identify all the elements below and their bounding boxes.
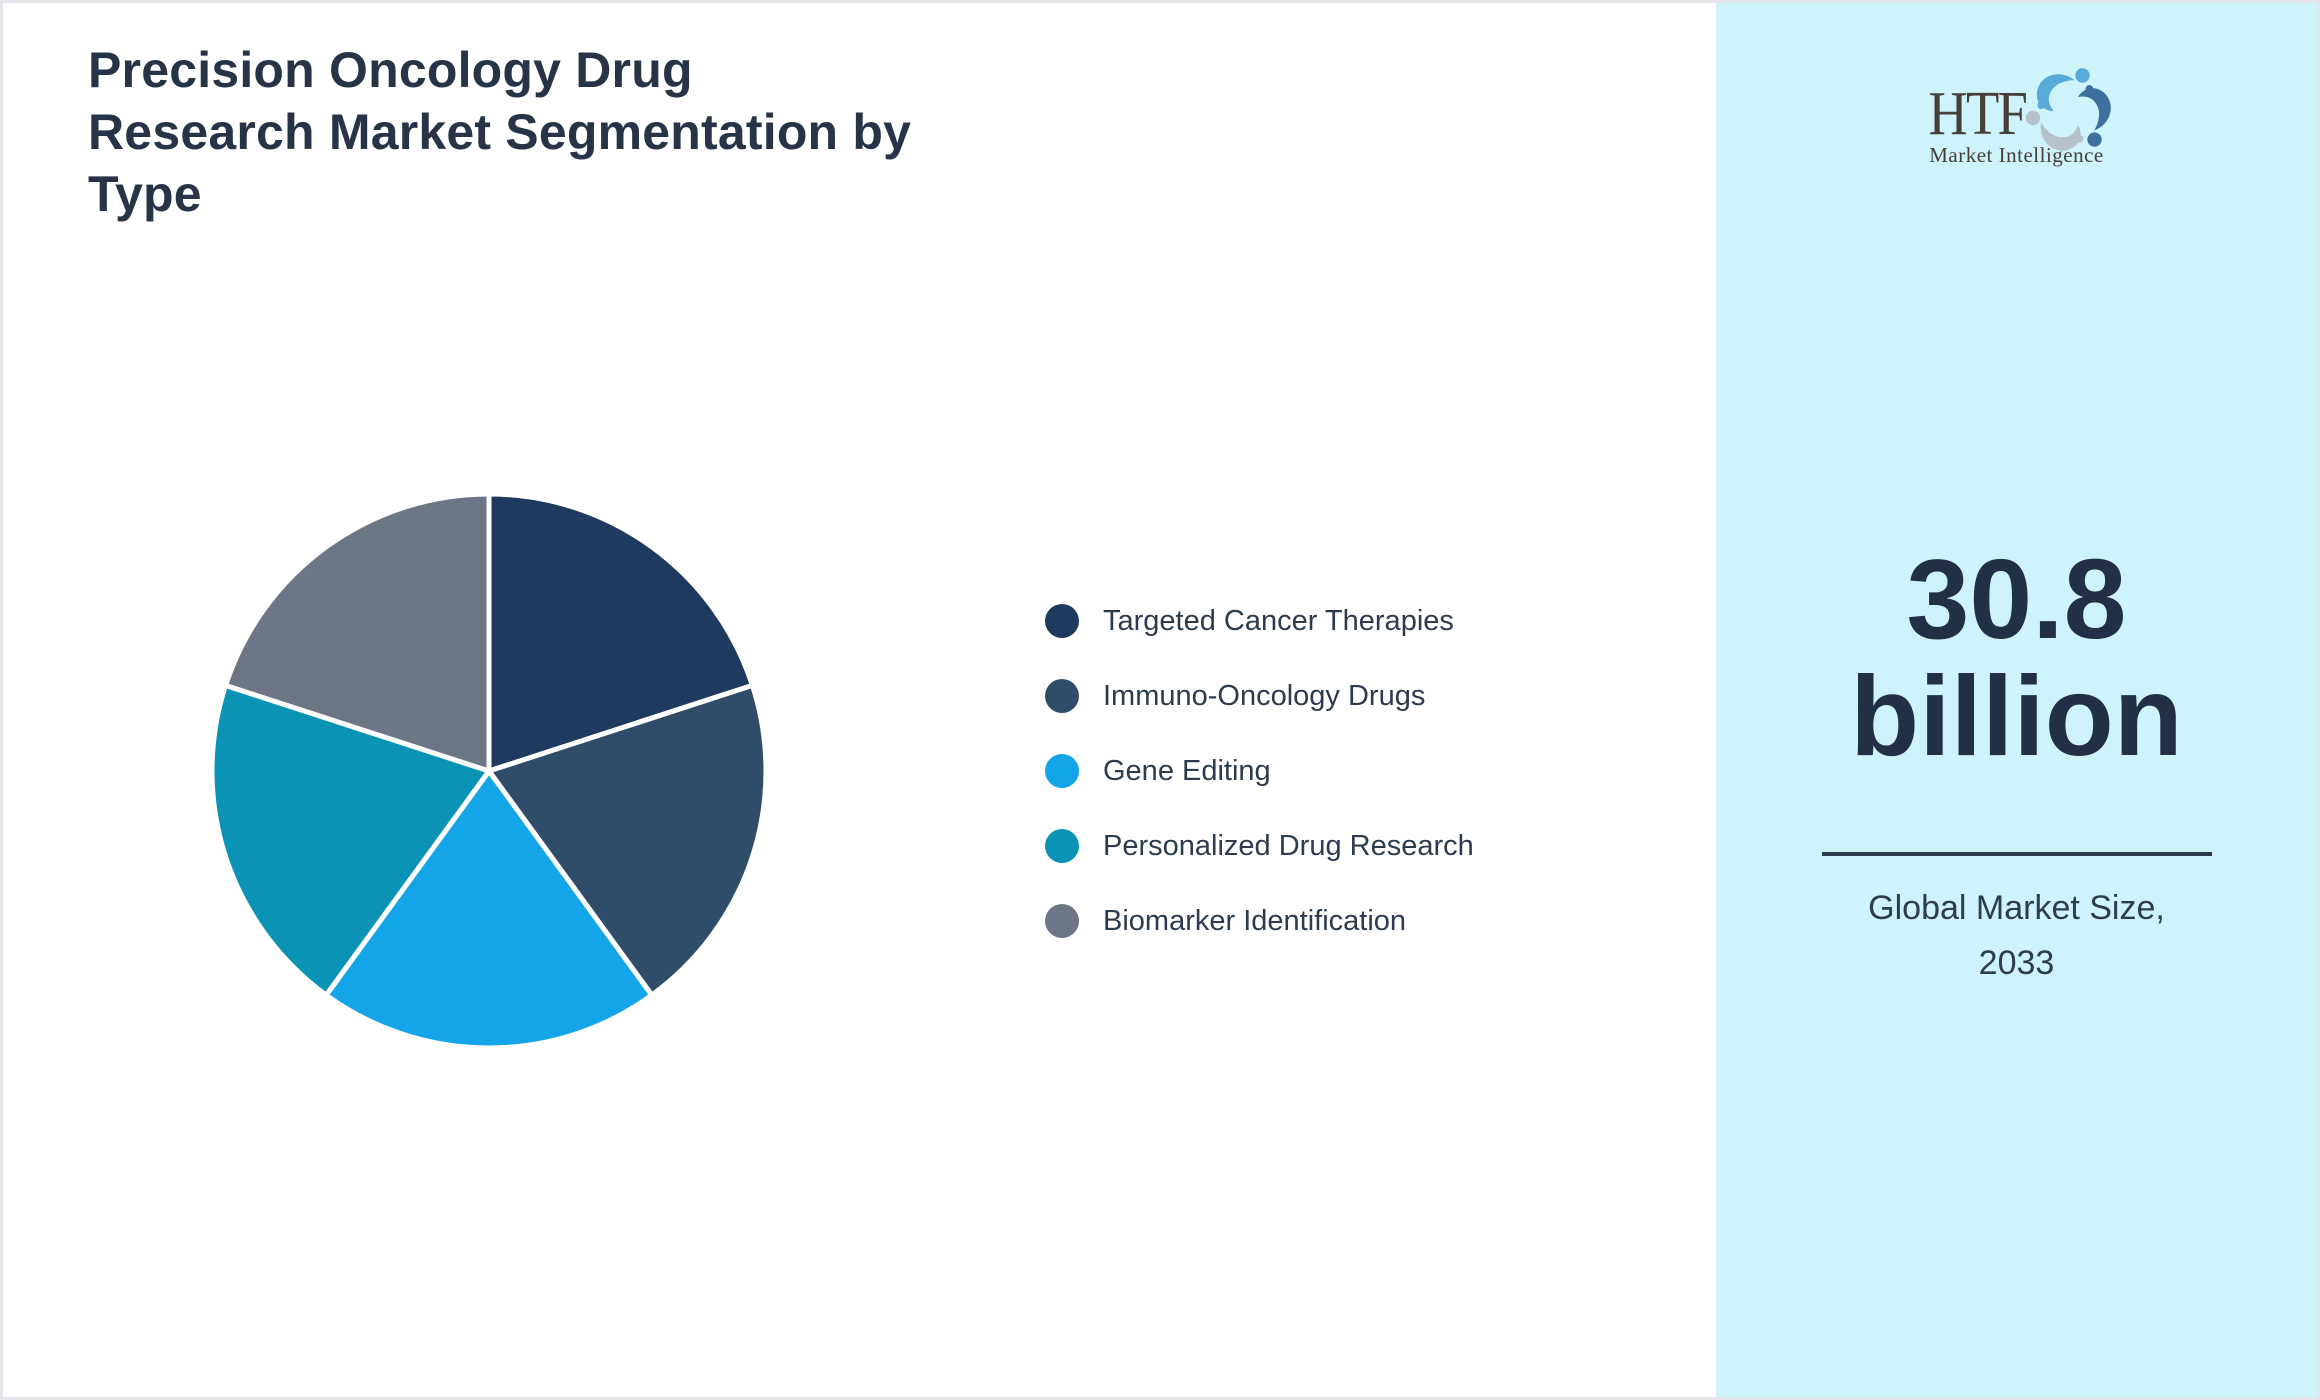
page-title-line-3: Type	[88, 166, 202, 222]
legend-dot-personalized-drug-research	[1045, 829, 1079, 863]
legend-item: Targeted Cancer Therapies	[1045, 604, 1474, 638]
legend-dot-gene-editing	[1045, 754, 1079, 788]
divider-line	[1821, 852, 2212, 856]
legend-label: Targeted Cancer Therapies	[1103, 605, 1454, 637]
legend-dot-biomarker-identification	[1045, 904, 1079, 938]
legend-item: Biomarker Identification	[1045, 904, 1474, 938]
swirl-figure-gray	[2025, 110, 2084, 151]
legend: Targeted Cancer Therapies Immuno-Oncolog…	[1045, 604, 1474, 938]
legend-item: Gene Editing	[1045, 754, 1474, 788]
page-title: Precision Oncology Drug Research Market …	[88, 39, 1068, 225]
pie-chart	[209, 491, 769, 1051]
legend-label: Biomarker Identification	[1103, 905, 1407, 937]
brand-logo: HTF	[1716, 68, 2317, 168]
sidebar: HTF	[1716, 3, 2317, 1397]
legend-item: Immuno-Oncology Drugs	[1045, 679, 1474, 713]
page-title-line-2: Research Market Segmentation by	[88, 104, 912, 160]
legend-label: Personalized Drug Research	[1103, 830, 1474, 862]
pie-slice-1	[486, 682, 769, 998]
market-size-value: 30.8 billion	[1850, 536, 2183, 779]
pie-slice-2	[323, 768, 655, 1051]
pie-slice-4	[223, 491, 492, 774]
legend-label: Immuno-Oncology Drugs	[1103, 680, 1426, 712]
logo-subtext: Market Intelligence	[1929, 143, 2104, 167]
swirl-figure-steel	[2078, 85, 2111, 147]
swirl-figures-icon	[2025, 68, 2111, 151]
logo-row: HTF	[1915, 68, 2118, 159]
logo-text: HTF	[1928, 80, 2028, 148]
swirl-figure-blue	[2036, 68, 2090, 111]
legend-label: Gene Editing	[1103, 755, 1271, 787]
pie-slice-3	[209, 682, 492, 998]
pie-slice-0	[486, 491, 755, 774]
legend-dot-immuno-oncology-drugs	[1045, 679, 1079, 713]
legend-dot-targeted-cancer-therapies	[1045, 604, 1079, 638]
legend-item: Personalized Drug Research	[1045, 829, 1474, 863]
page-title-line-1: Precision Oncology Drug	[88, 42, 693, 98]
market-size-caption: Global Market Size, 2033	[1868, 889, 2165, 982]
